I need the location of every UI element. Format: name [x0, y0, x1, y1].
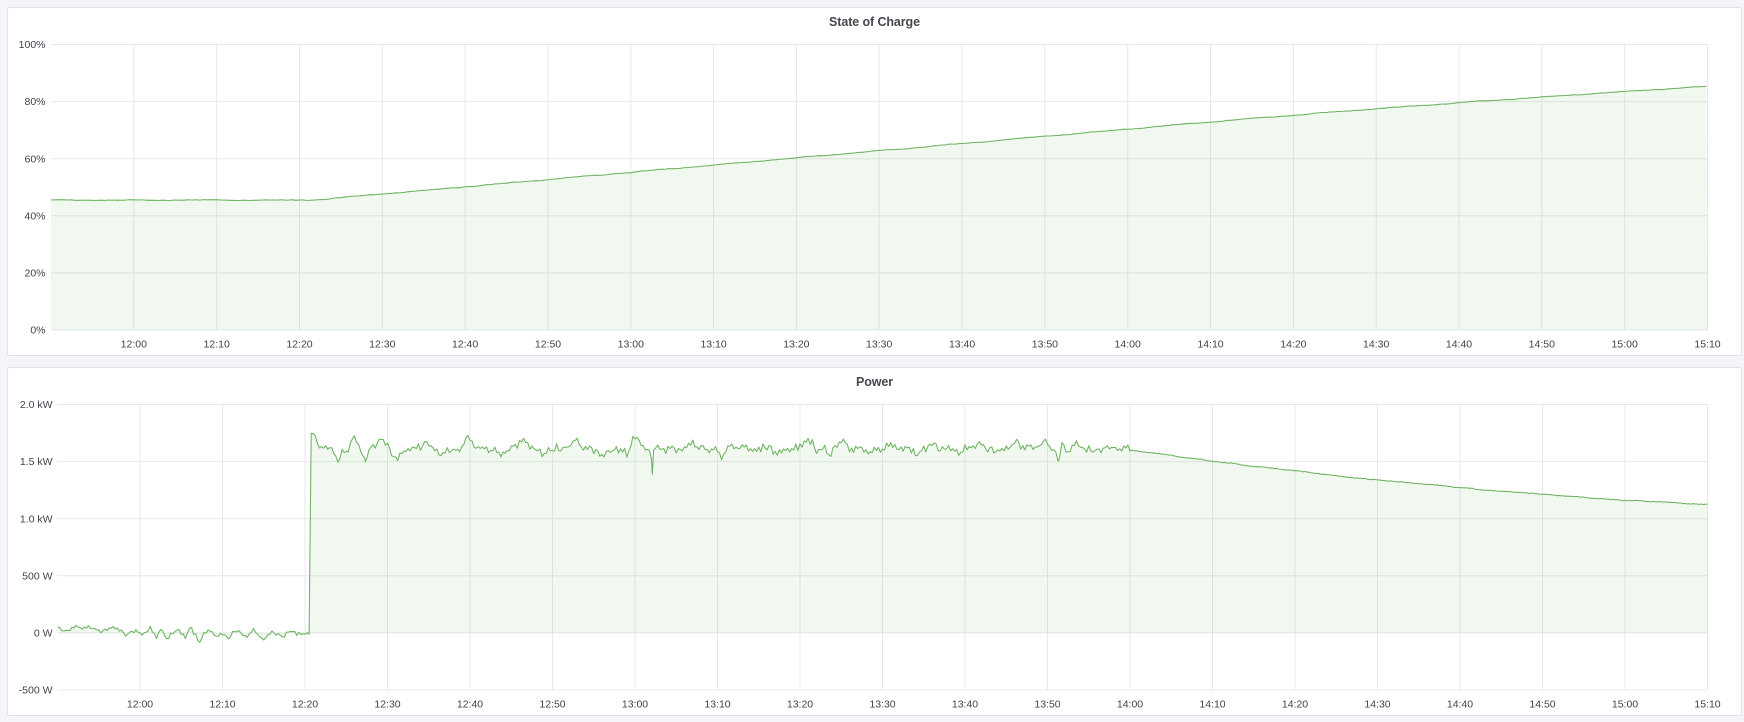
- svg-text:13:20: 13:20: [783, 339, 809, 351]
- svg-text:14:20: 14:20: [1280, 339, 1306, 351]
- svg-text:12:40: 12:40: [452, 339, 478, 351]
- svg-text:12:30: 12:30: [374, 699, 400, 711]
- svg-text:0%: 0%: [30, 325, 45, 337]
- svg-text:-500 W: -500 W: [19, 685, 53, 697]
- svg-text:1.5 kW: 1.5 kW: [20, 456, 53, 468]
- svg-text:12:30: 12:30: [369, 339, 395, 351]
- svg-text:12:10: 12:10: [209, 699, 235, 711]
- svg-text:13:50: 13:50: [1032, 339, 1058, 351]
- svg-text:14:00: 14:00: [1115, 339, 1141, 351]
- svg-text:12:50: 12:50: [539, 699, 565, 711]
- svg-text:12:20: 12:20: [286, 339, 312, 351]
- svg-text:1.0 kW: 1.0 kW: [20, 513, 53, 525]
- svg-text:12:50: 12:50: [535, 339, 561, 351]
- svg-text:14:10: 14:10: [1197, 339, 1223, 351]
- svg-text:2.0 kW: 2.0 kW: [20, 399, 53, 411]
- svg-text:100%: 100%: [19, 39, 46, 51]
- svg-text:12:10: 12:10: [204, 339, 230, 351]
- svg-text:14:30: 14:30: [1364, 699, 1390, 711]
- svg-text:14:50: 14:50: [1529, 699, 1555, 711]
- svg-text:13:30: 13:30: [866, 339, 892, 351]
- svg-text:0 W: 0 W: [34, 628, 53, 640]
- svg-text:13:50: 13:50: [1034, 699, 1060, 711]
- svg-text:13:10: 13:10: [700, 339, 726, 351]
- svg-text:12:00: 12:00: [127, 699, 153, 711]
- svg-text:20%: 20%: [24, 268, 45, 280]
- svg-text:15:00: 15:00: [1612, 339, 1638, 351]
- svg-text:15:00: 15:00: [1612, 699, 1638, 711]
- svg-text:14:00: 14:00: [1117, 699, 1143, 711]
- svg-text:12:20: 12:20: [292, 699, 318, 711]
- svg-text:13:10: 13:10: [704, 699, 730, 711]
- svg-text:14:40: 14:40: [1446, 339, 1472, 351]
- svg-text:13:00: 13:00: [622, 699, 648, 711]
- svg-text:500 W: 500 W: [22, 570, 52, 582]
- svg-text:13:40: 13:40: [949, 339, 975, 351]
- svg-text:13:40: 13:40: [952, 699, 978, 711]
- svg-text:13:20: 13:20: [787, 699, 813, 711]
- svg-text:80%: 80%: [24, 96, 45, 108]
- svg-text:15:10: 15:10: [1694, 339, 1720, 351]
- svg-text:13:30: 13:30: [869, 699, 895, 711]
- svg-text:40%: 40%: [24, 210, 45, 222]
- svg-text:60%: 60%: [24, 153, 45, 165]
- svg-text:13:00: 13:00: [618, 339, 644, 351]
- svg-text:15:10: 15:10: [1694, 699, 1720, 711]
- svg-text:12:00: 12:00: [121, 339, 147, 351]
- svg-text:14:10: 14:10: [1199, 699, 1225, 711]
- svg-text:14:50: 14:50: [1529, 339, 1555, 351]
- svg-text:14:20: 14:20: [1282, 699, 1308, 711]
- svg-text:12:40: 12:40: [457, 699, 483, 711]
- svg-text:14:30: 14:30: [1363, 339, 1389, 351]
- svg-text:14:40: 14:40: [1447, 699, 1473, 711]
